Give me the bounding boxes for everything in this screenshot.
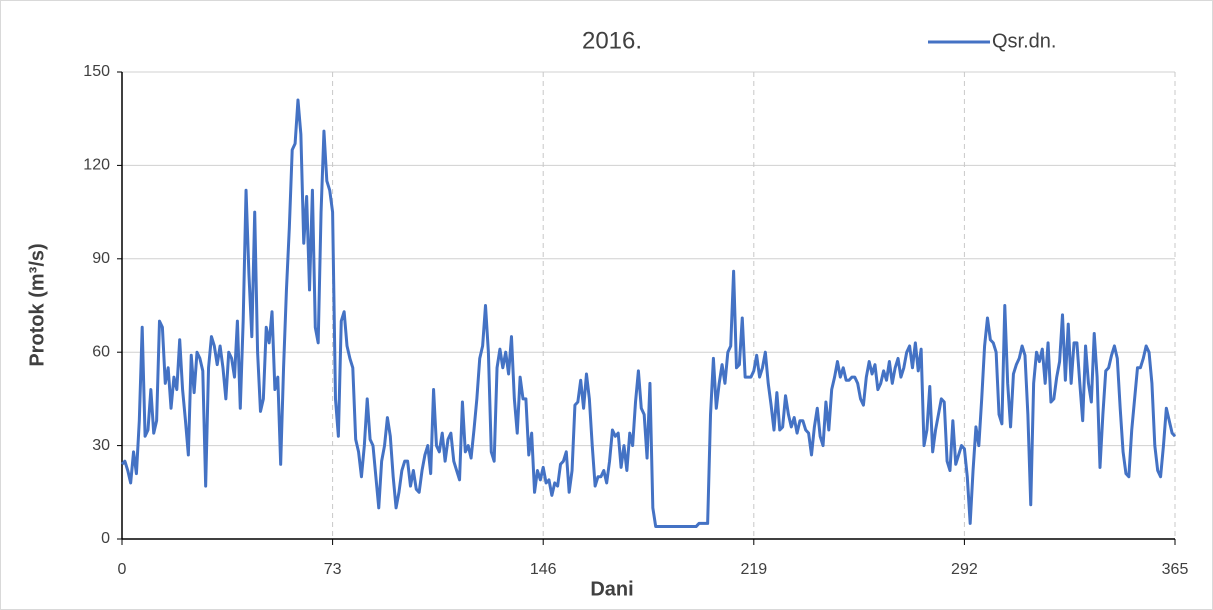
y-tick-label: 30	[92, 437, 110, 454]
y-tick-label: 90	[92, 250, 110, 267]
legend-label: Qsr.dn.	[992, 30, 1056, 52]
x-tick-label: 219	[740, 561, 767, 578]
y-tick-label: 150	[83, 63, 110, 80]
data-line	[120, 98, 1177, 529]
plot: 0 30 60 90 120 150 0 73 146 219 292 365 Qsr.dn.	[83, 30, 1188, 578]
y-tick-label: 0	[101, 530, 110, 547]
x-axis-label: Dani	[590, 578, 633, 600]
y-tick-label: 60	[92, 343, 110, 360]
y-tick-label: 120	[83, 157, 110, 174]
x-tick-label: 0	[118, 561, 127, 578]
y-axis-label: Protok (m³/s)	[26, 243, 48, 366]
chart-title: 2016.	[582, 27, 642, 54]
x-tick-label: 146	[530, 561, 557, 578]
x-tick-label: 292	[951, 561, 978, 578]
x-tick-label: 73	[324, 561, 342, 578]
x-tick-label: 365	[1162, 561, 1189, 578]
